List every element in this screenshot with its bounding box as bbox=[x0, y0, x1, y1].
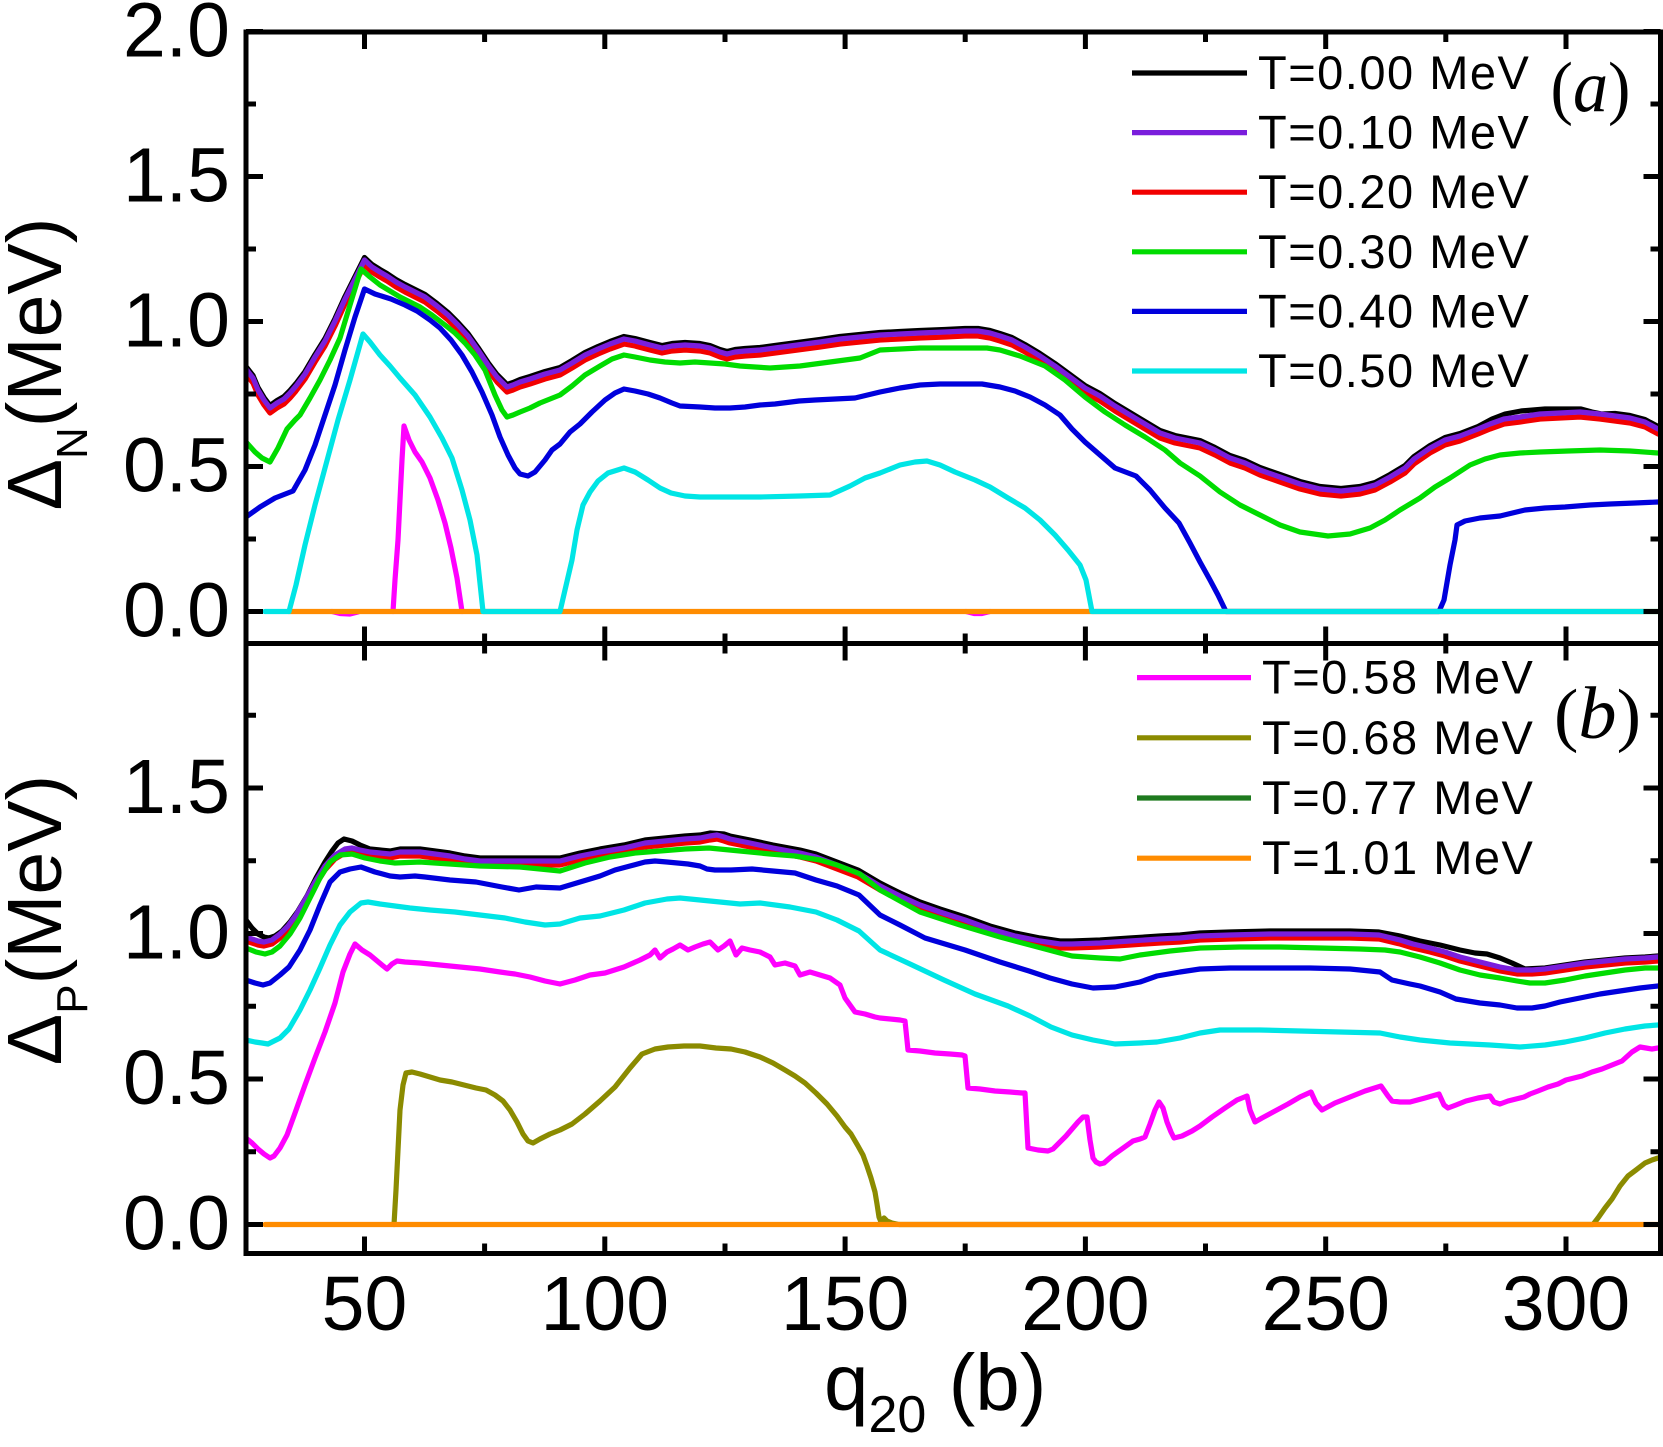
svg-text:100: 100 bbox=[541, 1261, 669, 1347]
svg-text:150: 150 bbox=[781, 1261, 909, 1347]
svg-text:300: 300 bbox=[1502, 1261, 1630, 1347]
svg-text:T=0.40 MeV: T=0.40 MeV bbox=[1258, 284, 1530, 337]
svg-text:T=0.00 MeV: T=0.00 MeV bbox=[1258, 46, 1530, 99]
svg-text:200: 200 bbox=[1021, 1261, 1149, 1347]
svg-text:1.0: 1.0 bbox=[123, 278, 230, 364]
svg-text:T=0.58 MeV: T=0.58 MeV bbox=[1262, 651, 1534, 704]
svg-text:T=1.01 MeV: T=1.01 MeV bbox=[1262, 831, 1534, 884]
svg-text:50: 50 bbox=[322, 1261, 408, 1347]
svg-text:q20 (b): q20 (b) bbox=[824, 1338, 1046, 1444]
svg-text:250: 250 bbox=[1261, 1261, 1389, 1347]
svg-text:T=0.30 MeV: T=0.30 MeV bbox=[1258, 225, 1530, 278]
svg-text:T=0.50 MeV: T=0.50 MeV bbox=[1258, 344, 1530, 397]
svg-text:0.5: 0.5 bbox=[123, 1035, 230, 1121]
svg-text:(a): (a) bbox=[1551, 46, 1631, 128]
svg-text:0.5: 0.5 bbox=[123, 423, 230, 509]
svg-text:T=0.10 MeV: T=0.10 MeV bbox=[1258, 106, 1530, 159]
svg-text:1.5: 1.5 bbox=[123, 133, 230, 219]
svg-text:0.0: 0.0 bbox=[123, 1181, 230, 1267]
svg-text:1.5: 1.5 bbox=[123, 744, 230, 830]
svg-text:T=0.68 MeV: T=0.68 MeV bbox=[1262, 711, 1534, 764]
svg-text:0.0: 0.0 bbox=[123, 568, 230, 654]
svg-text:(b): (b) bbox=[1554, 673, 1641, 755]
svg-text:1.0: 1.0 bbox=[123, 890, 230, 976]
svg-text:T=0.77 MeV: T=0.77 MeV bbox=[1262, 771, 1534, 824]
svg-text:2.0: 2.0 bbox=[123, 0, 230, 74]
svg-text:T=0.20 MeV: T=0.20 MeV bbox=[1258, 165, 1530, 218]
